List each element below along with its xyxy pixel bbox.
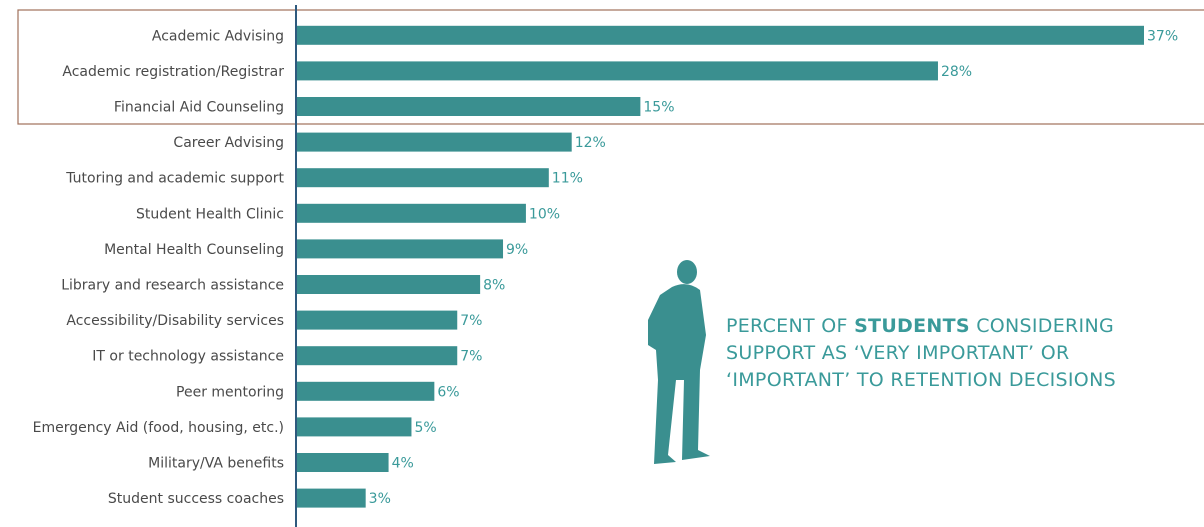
- value-label: 9%: [506, 242, 528, 258]
- highlight-box: [17, 9, 1204, 125]
- annotation-text: PERCENT OF: [726, 315, 848, 337]
- bar: [297, 310, 458, 330]
- category-label: Mental Health Counseling: [104, 242, 284, 258]
- category-label: Student success coaches: [108, 491, 284, 507]
- annotation-emphasis: STUDENTS: [854, 315, 970, 337]
- annotation: PERCENT OF STUDENTS CONSIDERING SUPPORT …: [726, 313, 1116, 394]
- bar: [297, 453, 389, 472]
- value-label: 6%: [437, 384, 459, 400]
- annotation-line: PERCENT OF STUDENTS CONSIDERING: [726, 313, 1116, 340]
- category-label: Career Advising: [173, 135, 284, 151]
- bar: [297, 61, 938, 81]
- value-label: 37%: [1147, 28, 1178, 44]
- category-label: Military/VA benefits: [148, 456, 284, 472]
- bar: [297, 132, 572, 152]
- category-label: Library and research assistance: [61, 278, 284, 294]
- category-label: Peer mentoring: [176, 384, 284, 400]
- category-label: Academic Advising: [152, 28, 284, 44]
- bar: [297, 417, 412, 437]
- bar: [297, 346, 458, 366]
- bar: [297, 488, 366, 508]
- value-label: 11%: [552, 171, 583, 187]
- value-label: 4%: [392, 456, 414, 472]
- category-label: Tutoring and academic support: [65, 171, 284, 187]
- value-label: 8%: [483, 278, 505, 294]
- category-label: IT or technology assistance: [92, 349, 284, 365]
- student-silhouette: [648, 260, 710, 464]
- annotation-text: CONSIDERING: [976, 315, 1114, 337]
- bar: [297, 203, 526, 223]
- value-label: 28%: [941, 64, 972, 80]
- bar: [297, 239, 504, 259]
- bar: [297, 25, 1144, 45]
- category-label: Emergency Aid (food, housing, etc.): [33, 420, 284, 436]
- value-label: 10%: [529, 206, 560, 222]
- category-label: Accessibility/Disability services: [66, 313, 284, 329]
- bar: [297, 275, 481, 294]
- category-label: Academic registration/Registrar: [62, 64, 284, 80]
- value-label: 7%: [460, 313, 482, 329]
- annotation-line: ‘IMPORTANT’ TO RETENTION DECISIONS: [726, 369, 1116, 391]
- bar: [297, 168, 549, 188]
- value-label: 15%: [643, 100, 674, 116]
- value-label: 7%: [460, 349, 482, 365]
- value-label: 12%: [575, 135, 606, 151]
- category-label: Student Health Clinic: [136, 206, 284, 222]
- bar: [297, 381, 435, 401]
- annotation-line: SUPPORT AS ‘VERY IMPORTANT’ OR: [726, 342, 1070, 364]
- bar: [297, 97, 641, 116]
- value-label: 5%: [414, 420, 436, 436]
- value-label: 3%: [369, 491, 391, 507]
- category-label: Financial Aid Counseling: [114, 100, 284, 116]
